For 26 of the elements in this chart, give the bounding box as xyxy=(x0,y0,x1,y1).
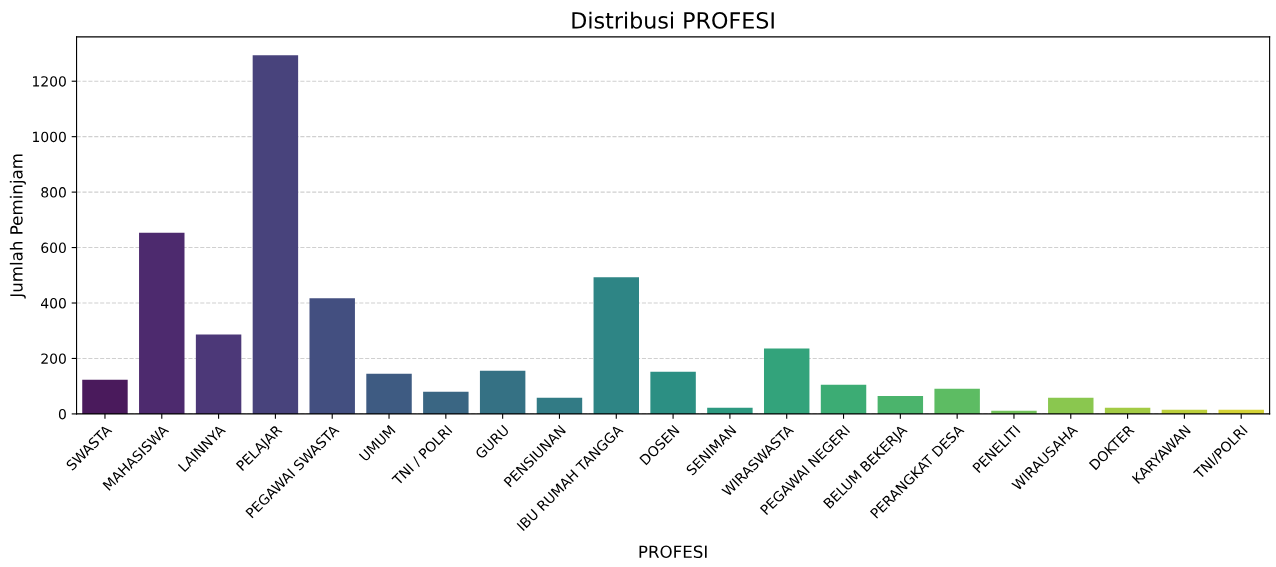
y-tick-label: 1200 xyxy=(33,76,66,87)
bar xyxy=(877,395,924,414)
bar xyxy=(252,55,299,414)
y-axis-title: Jumlah Peminjam xyxy=(9,154,26,299)
y-tick-label: 800 xyxy=(41,187,66,198)
y-tick-label: 200 xyxy=(41,353,66,364)
bar xyxy=(309,298,355,414)
bar xyxy=(536,397,583,414)
bar xyxy=(650,371,696,414)
y-tick-label: 0 xyxy=(58,408,66,420)
bar xyxy=(366,373,412,414)
chart-title: Distribusi PROFESI xyxy=(572,11,774,29)
bar xyxy=(763,348,810,414)
bar xyxy=(139,232,185,414)
bar xyxy=(82,379,128,414)
bar xyxy=(820,384,867,414)
y-tick-label: 1000 xyxy=(33,131,66,143)
y-tick-label: 600 xyxy=(41,242,66,254)
bar xyxy=(1048,397,1094,414)
bar xyxy=(195,334,242,414)
bar xyxy=(593,277,639,414)
y-tick-label: 400 xyxy=(41,297,66,309)
bar xyxy=(423,391,469,414)
x-axis-title: PROFESI xyxy=(639,545,707,559)
bar xyxy=(934,388,980,414)
bar xyxy=(479,370,526,414)
